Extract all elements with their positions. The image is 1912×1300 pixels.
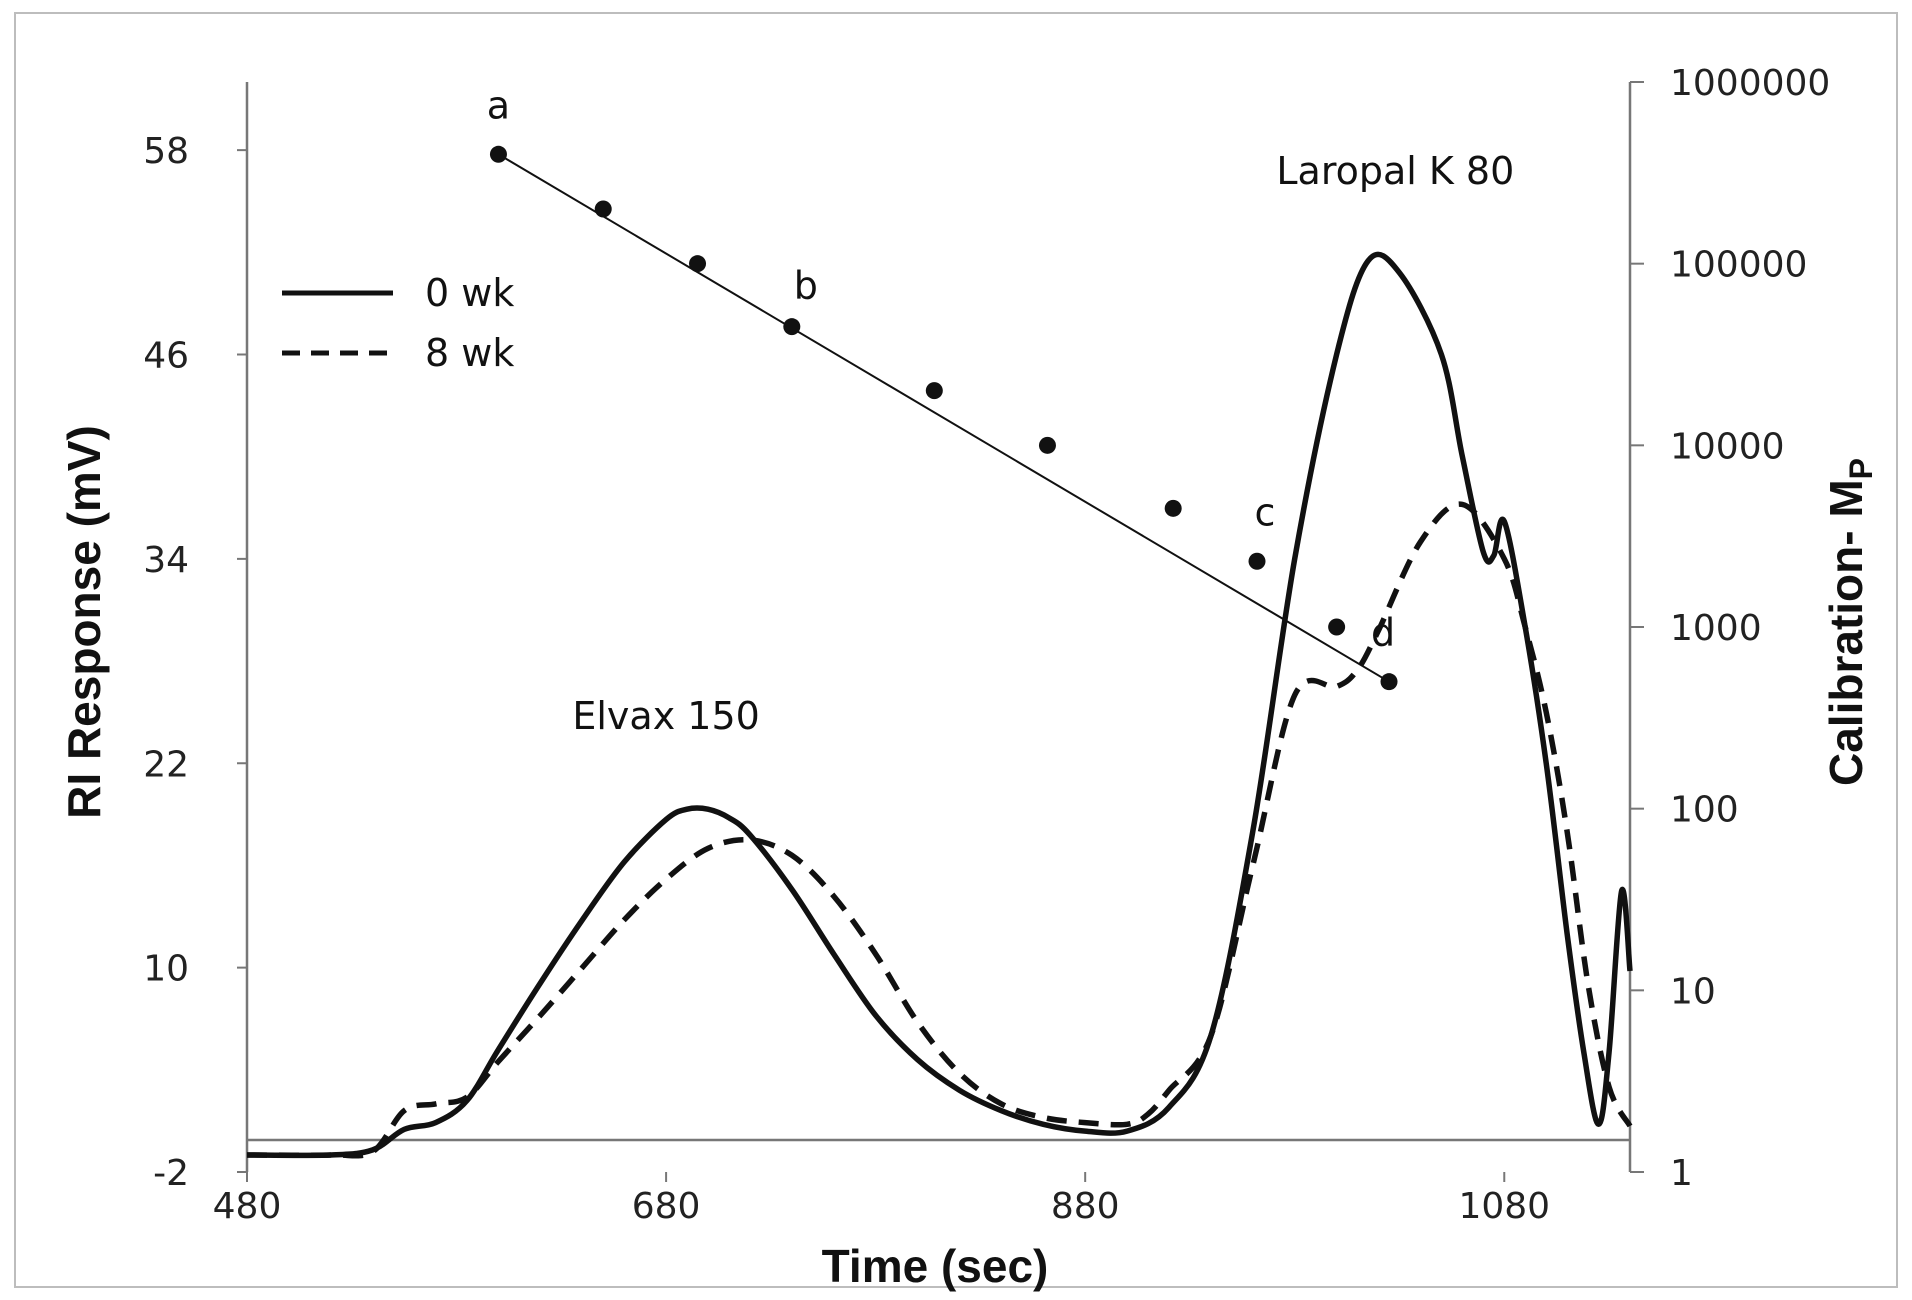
- x-tick-label: 480: [213, 1186, 282, 1227]
- y-tick-label: 10: [143, 949, 189, 990]
- y-tick-label: 22: [143, 744, 189, 785]
- y-tick-label: -2: [153, 1153, 189, 1194]
- y-tick-label: 58: [143, 131, 189, 172]
- chart-frame: [14, 12, 1898, 1288]
- annotation-elvax-150: Elvax 150: [572, 694, 759, 738]
- y-axis-title: RI Response (mV): [58, 425, 110, 819]
- y2-axis-title-main: Calibration- M: [1820, 479, 1872, 786]
- y2-axis-title-subscript: P: [1843, 458, 1879, 479]
- data-series: [246, 251, 1633, 1159]
- calibration-point: [689, 255, 707, 273]
- calibration-label-c: c: [1255, 490, 1276, 534]
- calibration-label-a: a: [487, 83, 510, 127]
- x-tick-label: 880: [1051, 1186, 1120, 1227]
- calibration-label-b: b: [794, 264, 818, 308]
- annotation-laropal-k80: Laropal K 80: [1276, 149, 1514, 193]
- calibration-point: [489, 145, 507, 163]
- calibration-line: [497, 153, 1390, 683]
- series-line-0wk: [246, 251, 1633, 1159]
- y2-tick-label: 100: [1670, 790, 1739, 831]
- calibration-point: [1380, 673, 1398, 691]
- series-line-8wk: [246, 501, 1633, 1159]
- calibration-point: [1328, 618, 1346, 636]
- legend: 0 wk 8 wk: [282, 271, 514, 375]
- legend-label-8wk: 8 wk: [425, 331, 514, 375]
- calibration-point: [783, 318, 801, 336]
- y2-tick-label: 10000: [1670, 426, 1785, 467]
- x-tick-label: 680: [632, 1186, 701, 1227]
- y-tick-label: 46: [143, 336, 189, 377]
- y2-tick-label: 1000: [1670, 608, 1762, 649]
- y-tick-label: 34: [143, 540, 189, 581]
- y2-axis-title: Calibration- MP: [1820, 458, 1879, 786]
- calibration-point: [925, 382, 943, 400]
- y2-tick-label: 1000000: [1670, 63, 1830, 104]
- tick-labels: -2 10 22 34 46 58 1 10 100 1000 10000 100000 1000000…: [143, 63, 1830, 1227]
- y2-tick-label: 10: [1670, 971, 1716, 1012]
- x-tick-label: 1080: [1458, 1186, 1550, 1227]
- calibration-point: [1038, 436, 1056, 454]
- calibration-point: [1248, 552, 1266, 570]
- calibration-point: [1164, 499, 1182, 517]
- y2-tick-label: 100000: [1670, 245, 1807, 286]
- y2-tick-label: 1: [1670, 1153, 1693, 1194]
- axes: [245, 82, 1632, 1172]
- x-axis-title: Time (sec): [822, 1240, 1049, 1292]
- legend-label-0wk: 0 wk: [425, 271, 514, 315]
- calibration-point: [594, 200, 612, 218]
